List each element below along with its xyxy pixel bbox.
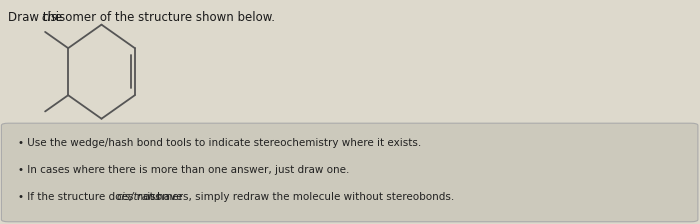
Text: Draw the: Draw the — [8, 11, 66, 24]
Text: cis/trans: cis/trans — [117, 192, 161, 202]
FancyBboxPatch shape — [1, 123, 698, 222]
Text: • If the structure does not have: • If the structure does not have — [18, 192, 186, 202]
Text: • Use the wedge/hash bond tools to indicate stereochemistry where it exists.: • Use the wedge/hash bond tools to indic… — [18, 138, 421, 148]
Text: • In cases where there is more than one answer, just draw one.: • In cases where there is more than one … — [18, 165, 349, 175]
Text: isomer of the structure shown below.: isomer of the structure shown below. — [52, 11, 275, 24]
Text: isomers, simply redraw the molecule without stereobonds.: isomers, simply redraw the molecule with… — [144, 192, 454, 202]
Text: cis: cis — [41, 11, 57, 24]
